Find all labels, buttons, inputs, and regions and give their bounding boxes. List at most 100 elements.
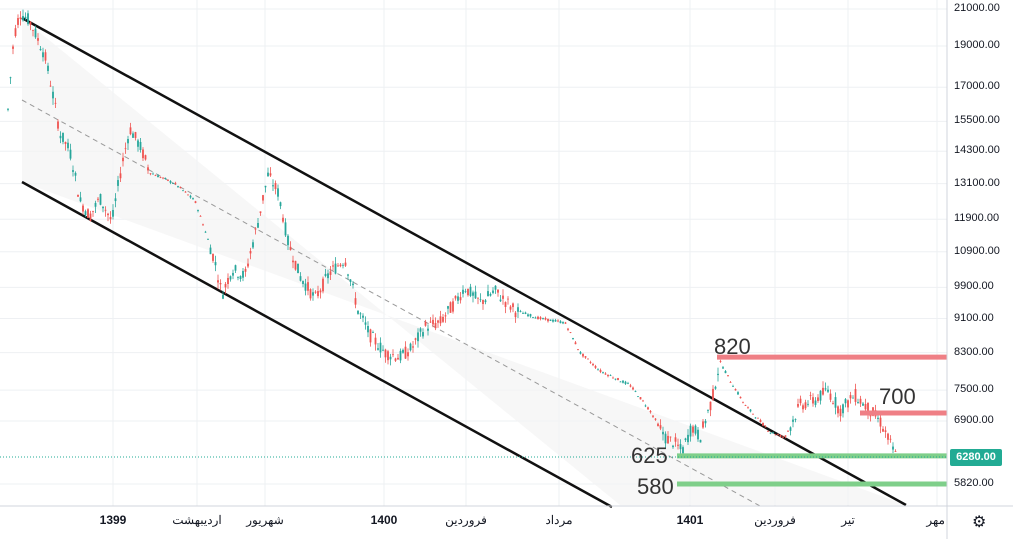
candle-body — [187, 194, 189, 196]
candle-body — [427, 328, 429, 331]
candle-body — [537, 316, 539, 320]
x-tick-label: 1400 — [370, 513, 398, 527]
candle-body — [32, 30, 34, 31]
candle-body — [652, 415, 654, 417]
candle-body — [337, 265, 339, 267]
candle-body — [832, 403, 834, 404]
candle-body — [402, 349, 404, 353]
candle-body — [7, 108, 9, 110]
candle-body — [362, 315, 364, 318]
candle-body — [507, 298, 509, 300]
candle-body — [517, 307, 519, 312]
candles — [7, 9, 897, 456]
candle-body — [349, 279, 352, 282]
candle-body — [672, 445, 674, 448]
candle-body — [839, 408, 842, 417]
candle-body — [57, 121, 59, 129]
candle-body — [104, 209, 107, 211]
last-price-badge: 6280.00 — [950, 449, 1002, 466]
candle-body — [422, 332, 424, 337]
candle-body — [72, 170, 74, 172]
candle-body — [889, 438, 892, 440]
candle-body — [384, 349, 387, 358]
candle-body — [37, 38, 39, 41]
candle-body — [802, 405, 804, 410]
candle-body — [249, 250, 252, 254]
candle-body — [732, 386, 734, 387]
y-tick-label: 17000.00 — [954, 80, 1000, 93]
candle-body — [107, 213, 109, 216]
candle-body — [234, 265, 237, 271]
candle-body — [452, 301, 454, 312]
y-tick-label: 9900.00 — [954, 280, 994, 293]
level-label-580: 580 — [637, 474, 674, 499]
gear-icon[interactable]: ⚙ — [972, 514, 987, 531]
candle-body — [509, 306, 512, 310]
candle-body — [714, 386, 717, 389]
candle-body — [319, 290, 322, 293]
candle-body — [534, 317, 537, 319]
candle-body — [769, 432, 772, 434]
candle-body — [529, 314, 532, 317]
candle-body — [492, 290, 494, 293]
candle-body — [27, 13, 29, 25]
candle-body — [254, 228, 257, 230]
candle-body — [842, 404, 844, 414]
y-tick-label: 14300.00 — [954, 144, 1000, 157]
candle-body — [317, 291, 319, 297]
candle-body — [574, 342, 577, 345]
candle-body — [237, 277, 239, 279]
candle-body — [689, 425, 692, 437]
candle-body — [367, 326, 369, 333]
candle-body — [199, 215, 202, 217]
candle-body — [264, 185, 267, 188]
candle-body — [859, 398, 862, 404]
y-tick-label: 19000.00 — [954, 39, 1000, 52]
candle-body — [739, 396, 742, 399]
candle-body — [112, 209, 114, 217]
level-label-625: 625 — [631, 443, 668, 468]
x-tick-label: فروردین — [754, 513, 796, 527]
candle-body — [682, 447, 684, 454]
candle-body — [419, 328, 422, 332]
candle-body — [52, 91, 54, 99]
candle-body — [387, 351, 389, 361]
candle-body — [159, 177, 162, 178]
candle-body — [882, 428, 884, 432]
candle-body — [277, 188, 279, 197]
channel-upper-line — [21, 16, 907, 507]
candle-body — [437, 320, 439, 323]
candle-body — [477, 297, 479, 299]
candle-body — [542, 318, 544, 319]
candle-body — [847, 400, 849, 408]
candle-body — [512, 303, 514, 308]
candle-body — [674, 437, 677, 442]
candle-body — [134, 132, 137, 138]
candle-body — [137, 140, 139, 147]
candle-body — [294, 260, 297, 270]
candle-body — [17, 18, 19, 25]
candle-body — [149, 173, 152, 175]
candle-body — [352, 283, 354, 286]
candle-body — [147, 167, 149, 171]
candle-body — [297, 263, 299, 274]
candle-body — [779, 434, 782, 437]
candle-body — [887, 433, 889, 440]
candle-body — [629, 385, 632, 387]
candle-body — [82, 205, 84, 212]
candle-body — [757, 417, 759, 419]
candle-body — [879, 417, 882, 427]
y-tick-label: 21000.00 — [954, 2, 1000, 14]
candle-body — [852, 397, 854, 399]
candle-body — [364, 322, 367, 325]
candle-body — [584, 356, 587, 358]
candle-body — [312, 292, 314, 296]
candle-body — [647, 407, 649, 410]
candle-body — [429, 321, 432, 323]
candle-body — [712, 388, 714, 400]
candle-body — [227, 277, 229, 285]
candle-body — [747, 407, 749, 409]
candle-body — [182, 190, 184, 192]
candle-body — [87, 209, 89, 218]
